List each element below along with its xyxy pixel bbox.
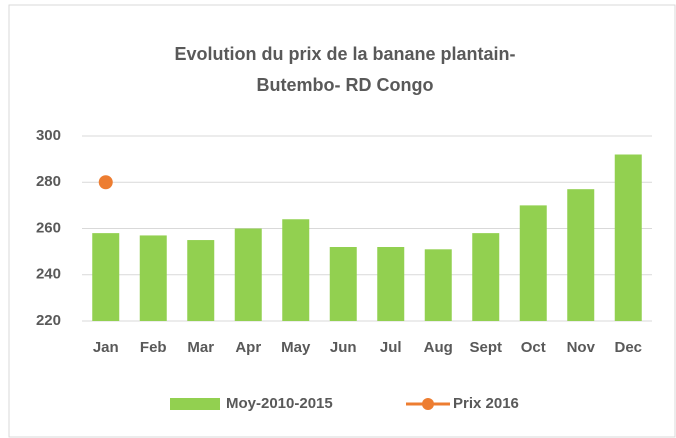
y-tick-label: 240 (36, 266, 61, 283)
x-tick-label: Nov (567, 339, 596, 356)
chart-title: Butembo- RD Congo (257, 75, 434, 95)
x-tick-label: Dec (614, 339, 642, 356)
bar (234, 228, 262, 321)
bar (472, 233, 500, 321)
legend-marker (422, 398, 434, 410)
y-tick-label: 260 (36, 219, 61, 236)
x-tick-label: Aug (424, 339, 453, 356)
bar (187, 240, 215, 321)
point (98, 175, 113, 190)
y-tick-label: 300 (36, 127, 61, 144)
chart-border (8, 4, 676, 438)
x-tick-label: Jul (380, 339, 402, 356)
x-tick-label: Mar (187, 339, 214, 356)
legend-label: Prix 2016 (453, 395, 519, 412)
x-tick-label: Jun (330, 339, 357, 356)
bar (329, 247, 357, 321)
x-tick-label: Sept (469, 339, 502, 356)
bar (424, 249, 452, 321)
x-tick-label: May (281, 339, 311, 356)
x-tick-label: Feb (140, 339, 167, 356)
x-tick-label: Oct (521, 339, 546, 356)
bar (92, 233, 120, 321)
bar (139, 235, 167, 321)
bar (567, 189, 595, 321)
x-tick-label: Jan (93, 339, 119, 356)
chart-title: Evolution du prix de la banane plantain- (174, 44, 515, 64)
bar (282, 219, 310, 321)
bar (614, 154, 642, 321)
y-tick-label: 220 (36, 312, 61, 329)
x-tick-label: Apr (235, 339, 261, 356)
bar (519, 205, 547, 321)
legend-label: Moy-2010-2015 (226, 395, 333, 412)
bar (377, 247, 405, 321)
legend-swatch (170, 398, 220, 410)
y-tick-label: 280 (36, 173, 61, 190)
